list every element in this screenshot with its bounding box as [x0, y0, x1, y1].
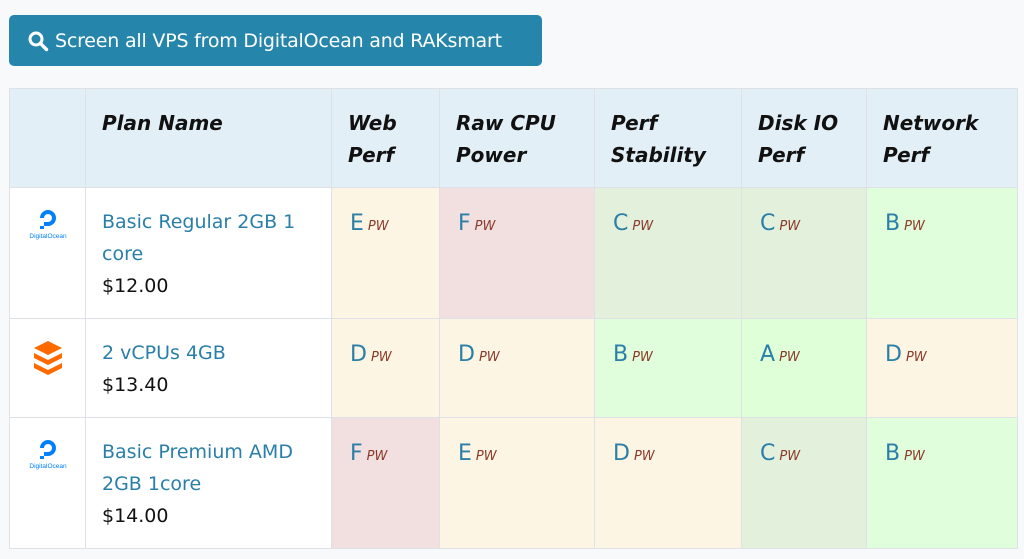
score-perf-stability: D PW [594, 417, 742, 549]
table-row: 2 vCPUs 4GB $13.40 D PW D PW B PW A PW D PW [9, 318, 1018, 418]
digitalocean-logo-text: DigitalOcean [29, 463, 67, 470]
plan-link[interactable]: 2 vCPUs 4GB [102, 342, 226, 364]
grade: B [613, 342, 629, 367]
plan-price: $12.00 [102, 275, 169, 297]
plan-name-cell: Basic Premium AMD 2GB 1core $14.00 [85, 417, 332, 549]
grade: D [458, 342, 475, 367]
grade-tag: PW [633, 449, 655, 464]
header-raw-cpu-power: Raw CPU Power [439, 88, 595, 188]
plan-price: $13.40 [102, 374, 169, 396]
score-disk-io: A PW [741, 318, 867, 418]
header-logo [9, 88, 86, 188]
grade-tag: PW [905, 350, 927, 365]
grade: B [885, 211, 901, 236]
score-disk-io: C PW [741, 187, 867, 319]
header-web-perf: Web Perf [331, 88, 440, 188]
score-network: D PW [866, 318, 1018, 418]
grade: C [613, 211, 629, 236]
score-network: B PW [866, 187, 1018, 319]
digitalocean-logo-text: DigitalOcean [29, 233, 67, 240]
header-plan-name: Plan Name [85, 88, 332, 188]
grade-tag: PW [779, 350, 800, 365]
score-disk-io: C PW [741, 417, 867, 549]
plan-price: $14.00 [102, 505, 169, 527]
grade-tag: PW [478, 350, 500, 365]
grade-tag: PW [367, 219, 389, 234]
digitalocean-logo: DigitalOcean [26, 210, 70, 244]
vps-comparison-table: Plan Name Web Perf Raw CPU Power Perf St… [9, 88, 1018, 549]
plan-link[interactable]: Basic Regular 2GB 1 core [102, 211, 296, 265]
grade: B [885, 441, 901, 466]
table-row: DigitalOcean Basic Regular 2GB 1 core $1… [9, 187, 1018, 319]
grade: D [350, 342, 367, 367]
plan-name-cell: Basic Regular 2GB 1 core $12.00 [85, 187, 332, 319]
score-web-perf: D PW [331, 318, 440, 418]
table-header-row: Plan Name Web Perf Raw CPU Power Perf St… [9, 88, 1018, 188]
grade: A [760, 342, 776, 367]
header-network-perf: Network Perf [866, 88, 1018, 188]
score-raw-cpu: D PW [439, 318, 595, 418]
score-raw-cpu: E PW [439, 417, 595, 549]
header-perf-stability: Perf Stability [594, 88, 742, 188]
header-disk-io-perf: Disk IO Perf [741, 88, 867, 188]
grade-tag: PW [779, 219, 801, 234]
grade-tag: PW [632, 219, 654, 234]
grade: E [350, 211, 364, 236]
score-perf-stability: C PW [594, 187, 742, 319]
score-perf-stability: B PW [594, 318, 742, 418]
grade: D [613, 441, 630, 466]
table-row: DigitalOcean Basic Premium AMD 2GB 1core… [9, 417, 1018, 549]
score-raw-cpu: F PW [439, 187, 595, 319]
grade: C [760, 441, 776, 466]
grade: D [885, 342, 902, 367]
plan-name-cell: 2 vCPUs 4GB $13.40 [85, 318, 332, 418]
grade: E [458, 441, 472, 466]
grade-tag: PW [904, 449, 925, 464]
score-web-perf: F PW [331, 417, 440, 549]
provider-logo-cell: DigitalOcean [9, 187, 86, 319]
grade-tag: PW [366, 449, 388, 464]
grade: F [458, 211, 471, 236]
provider-logo-cell [9, 318, 86, 418]
search-icon [27, 30, 49, 52]
plan-link[interactable]: Basic Premium AMD 2GB 1core [102, 441, 293, 495]
grade-tag: PW [475, 449, 497, 464]
screen-all-vps-label: Screen all VPS from DigitalOcean and RAK… [55, 29, 502, 52]
grade-tag: PW [904, 219, 925, 234]
grade: C [760, 211, 776, 236]
grade-tag: PW [370, 350, 392, 365]
screen-all-vps-button[interactable]: Screen all VPS from DigitalOcean and RAK… [9, 15, 542, 66]
grade-tag: PW [779, 449, 801, 464]
score-web-perf: E PW [331, 187, 440, 319]
digitalocean-logo: DigitalOcean [26, 440, 70, 474]
provider-logo-cell: DigitalOcean [9, 417, 86, 549]
grade: F [350, 441, 363, 466]
score-network: B PW [866, 417, 1018, 549]
grade-tag: PW [474, 219, 496, 234]
grade-tag: PW [632, 350, 653, 365]
raksmart-logo [30, 339, 66, 381]
